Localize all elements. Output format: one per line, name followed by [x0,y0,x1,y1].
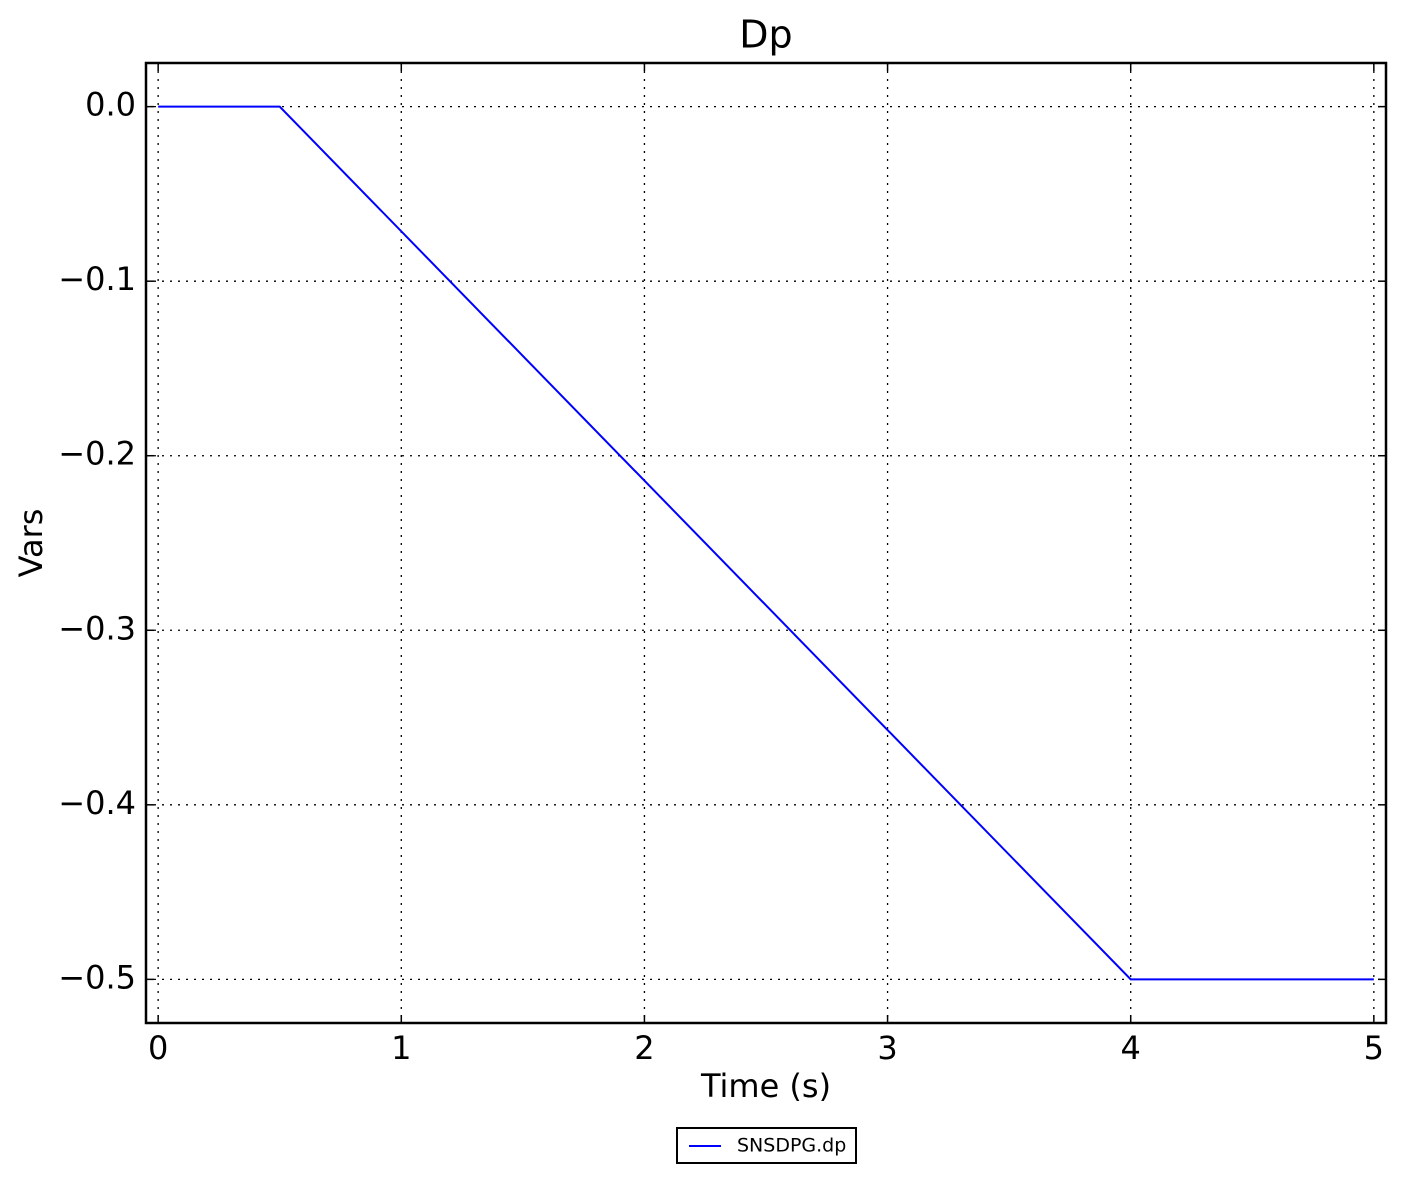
data-line [158,105,1374,981]
x-tick-label: 5 [1364,1029,1384,1067]
chart-title: Dp [739,13,792,57]
y-tick-label: −0.4 [58,784,136,822]
y-tick-label: −0.1 [58,260,136,298]
y-tick-label: −0.3 [58,609,136,647]
y-axis-label: Vars [12,509,50,578]
x-tick-label: 2 [634,1029,654,1067]
legend-label: SNSDPG.dp [737,1135,846,1157]
plot-frame [144,61,1388,1025]
x-tick-label: 0 [148,1029,168,1067]
y-tick-label: 0.0 [85,86,136,124]
x-tick-label: 4 [1121,1029,1141,1067]
x-tick-label: 1 [391,1029,411,1067]
x-axis-label: Time (s) [700,1067,831,1105]
y-tick-label: −0.5 [58,958,136,996]
y-tick-label: −0.2 [58,435,136,473]
x-tick-label: 3 [877,1029,897,1067]
